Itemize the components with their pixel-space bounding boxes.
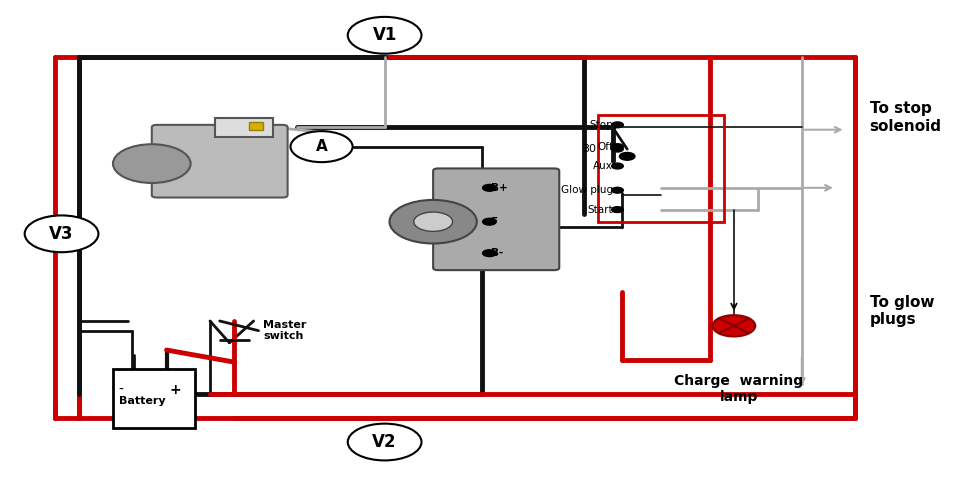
- Circle shape: [612, 163, 624, 169]
- FancyBboxPatch shape: [215, 117, 273, 137]
- Circle shape: [612, 144, 624, 150]
- FancyBboxPatch shape: [433, 169, 559, 270]
- Circle shape: [612, 206, 624, 212]
- Circle shape: [620, 152, 635, 160]
- Text: V2: V2: [373, 433, 397, 451]
- Circle shape: [712, 315, 755, 337]
- Circle shape: [389, 200, 477, 244]
- Bar: [249, 122, 264, 130]
- Circle shape: [612, 187, 624, 193]
- Circle shape: [24, 215, 98, 252]
- Circle shape: [113, 144, 191, 183]
- Text: V1: V1: [373, 26, 397, 44]
- Text: Stop: Stop: [589, 120, 613, 130]
- Text: A: A: [315, 139, 328, 154]
- FancyBboxPatch shape: [152, 125, 288, 198]
- Circle shape: [483, 218, 496, 225]
- Circle shape: [414, 212, 452, 231]
- Text: B-: B-: [491, 248, 504, 258]
- Text: B+: B+: [491, 183, 508, 193]
- Text: F: F: [491, 217, 498, 227]
- Circle shape: [483, 185, 496, 191]
- Text: Master
switch: Master switch: [264, 320, 306, 341]
- Circle shape: [347, 424, 421, 460]
- Text: -: -: [119, 383, 124, 397]
- Text: To stop
solenoid: To stop solenoid: [870, 101, 942, 134]
- Circle shape: [291, 131, 352, 162]
- Text: To glow
plugs: To glow plugs: [870, 295, 934, 327]
- Text: +: +: [169, 383, 181, 397]
- Text: Start: Start: [587, 205, 613, 215]
- Circle shape: [347, 17, 421, 54]
- Text: Charge  warning
lamp: Charge warning lamp: [674, 374, 804, 404]
- Text: 30: 30: [582, 144, 596, 154]
- Text: V3: V3: [50, 225, 74, 243]
- Circle shape: [612, 122, 624, 128]
- Text: Aux: Aux: [593, 161, 613, 171]
- Text: Battery: Battery: [119, 396, 165, 406]
- Bar: [598, 115, 724, 222]
- Circle shape: [612, 146, 624, 152]
- Circle shape: [483, 250, 496, 257]
- Text: Glow plug: Glow plug: [560, 185, 613, 195]
- Bar: [113, 370, 196, 428]
- Text: Off: Off: [596, 142, 613, 151]
